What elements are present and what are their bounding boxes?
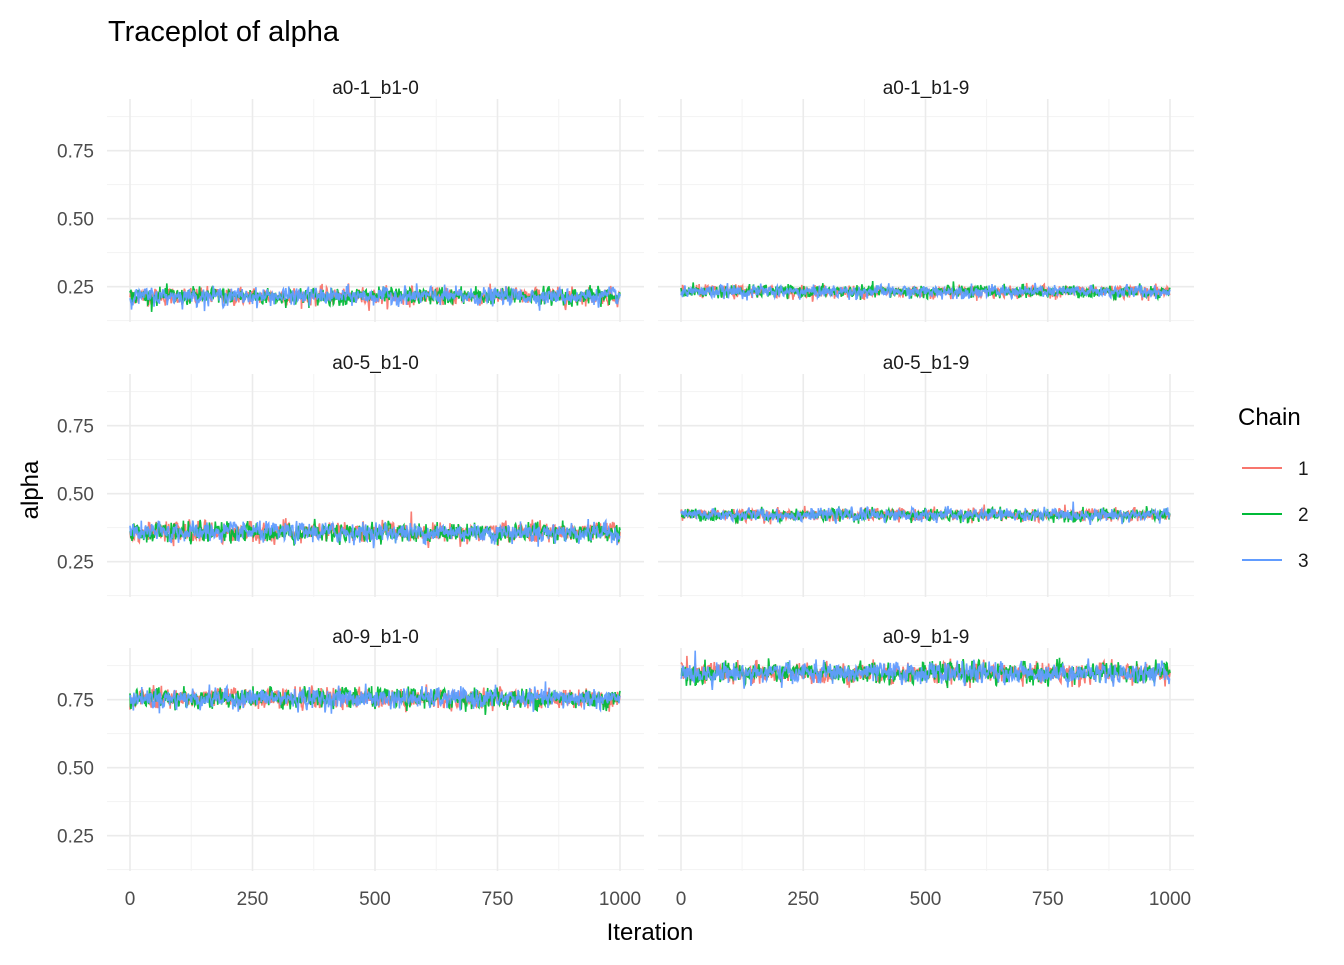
facet-label: a0-5_b1-9 (883, 353, 970, 374)
legend-title: Chain (1238, 404, 1301, 431)
facet-label: a0-9_b1-9 (883, 627, 970, 648)
legend-label-chain-1: 1 (1298, 459, 1309, 480)
x-tick-label: 250 (787, 889, 819, 910)
facet-panels: a0-1_b1-0 0.25 0.50 0.75 a0-1_b1-9 a0-5_b1-0 0… (57, 78, 1194, 910)
x-tick-label: 500 (910, 889, 942, 910)
x-tick-label: 1000 (1149, 889, 1191, 910)
trace-line-chain-3 (129, 283, 621, 312)
x-tick-label: 750 (482, 889, 514, 910)
chart-title: Traceplot of alpha (108, 16, 340, 48)
trace-line-chain-3 (680, 501, 1171, 526)
facet-label: a0-1_b1-0 (332, 78, 419, 99)
facet-panel: a0-5_b1-0 0.25 0.50 0.75 (57, 353, 644, 597)
facet-panel: a0-1_b1-9 (658, 78, 1194, 322)
x-tick-label: 250 (237, 889, 269, 910)
y-tick-label: 0.25 (57, 827, 94, 848)
facet-panel: a0-5_b1-9 (658, 353, 1194, 597)
trace-line-chain-3 (129, 518, 621, 549)
y-tick-label: 0.75 (57, 691, 94, 712)
y-tick-label: 0.25 (57, 278, 94, 299)
x-tick-label: 0 (125, 889, 136, 910)
legend: Chain 1 2 3 (1238, 404, 1309, 572)
trace-line-chain-3 (680, 650, 1171, 690)
trace-line-chain-3 (129, 681, 621, 714)
x-tick-label: 0 (676, 889, 687, 910)
y-tick-label: 0.75 (57, 417, 94, 438)
x-tick-label: 500 (359, 889, 391, 910)
legend-label-chain-2: 2 (1298, 505, 1309, 526)
facet-label: a0-1_b1-9 (883, 78, 970, 99)
y-tick-label: 0.25 (57, 553, 94, 574)
y-tick-label: 0.75 (57, 142, 94, 163)
facet-label: a0-5_b1-0 (332, 353, 419, 374)
facet-panel: a0-9_b1-0 0.25 0.50 0.75 0 250 500 750 1000 (57, 627, 644, 910)
facet-label: a0-9_b1-0 (332, 627, 419, 648)
x-tick-label: 750 (1032, 889, 1064, 910)
x-tick-label: 1000 (599, 889, 641, 910)
facet-panel: a0-1_b1-0 0.25 0.50 0.75 (57, 78, 644, 322)
y-tick-label: 0.50 (57, 485, 94, 506)
legend-items: 1 2 3 (1242, 459, 1309, 572)
legend-label-chain-3: 3 (1298, 551, 1309, 572)
x-axis-label: Iteration (607, 919, 694, 946)
y-tick-label: 0.50 (57, 759, 94, 780)
y-axis-label: alpha (17, 460, 44, 519)
facet-panel: a0-9_b1-9 0 250 500 750 1000 (658, 627, 1194, 910)
trace-line-chain-3 (680, 282, 1171, 301)
y-tick-label: 0.50 (57, 210, 94, 231)
